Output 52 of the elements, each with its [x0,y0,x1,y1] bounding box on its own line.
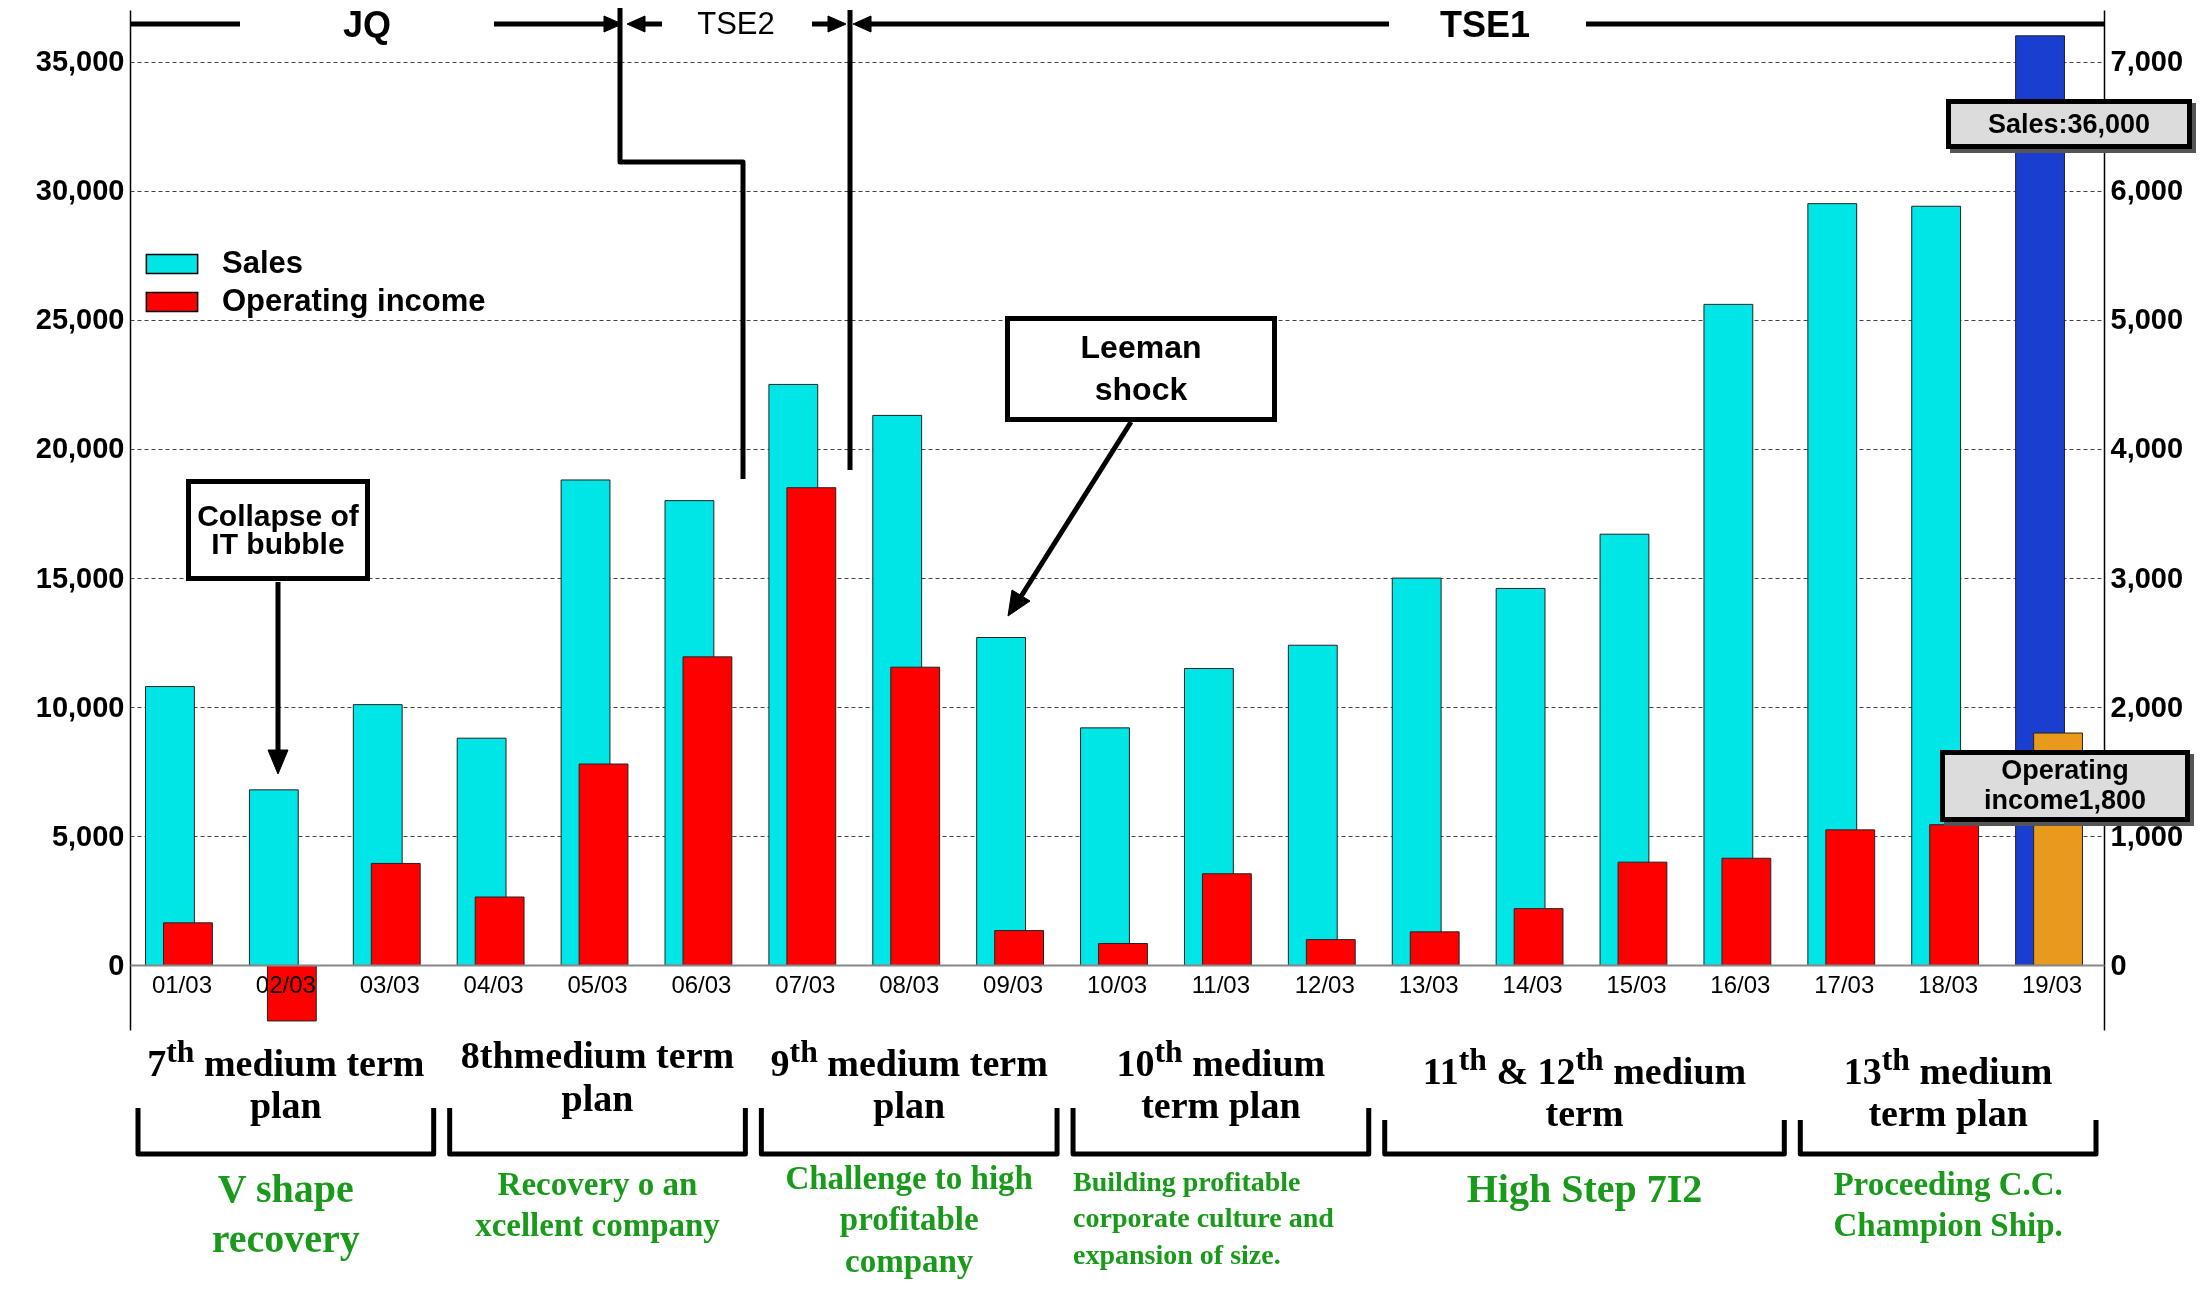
x-tick-label: 12/03 [1294,970,1355,998]
annotation: JQ [342,4,392,46]
x-tick-label: 14/03 [1502,970,1563,998]
x-tick-label: 19/03 [2022,970,2083,998]
y2-tick-label: 1,000 [2110,819,2184,852]
annotation: TSE2 [696,6,776,42]
text: Challenge to high profitable company [784,1159,1034,1281]
x-tick-label: 01/03 [151,970,212,998]
y-tick-label: 10,000 [35,690,125,723]
y2-tick-label: 2,000 [2110,690,2184,723]
text: Proceeding C.C. Champion Ship. [1832,1165,2064,1246]
x-tick-label: 08/03 [879,970,940,998]
x-tick-label: 09/03 [983,970,1044,998]
y-tick-label: 25,000 [35,303,125,336]
y2-tick-label: 5,000 [2110,303,2184,336]
x-tick-label: 07/03 [775,970,836,998]
y-tick-label: 0 [108,948,125,981]
x-tick-label: 15/03 [1606,970,1667,998]
y-tick-label: 15,000 [35,561,125,594]
y-tick-label: 20,000 [35,432,125,465]
x-tick-label: 10/03 [1086,970,1148,998]
y2-tick-label: 3,000 [2110,561,2184,594]
x-tick-label: 13/03 [1398,970,1459,998]
text: 11$^{th}$ & 12$^{th}$ medium term [1421,1042,1748,1135]
x-tick-label: 06/03 [671,970,732,998]
legend-label: Operating income [222,283,486,318]
legend-label: Sales [222,245,304,280]
x-tick-label: 17/03 [1814,970,1875,998]
y2-tick-label: 7,000 [2110,45,2184,78]
annotation: Operating income1,800 [1983,755,2147,815]
y2-tick-label: 0 [2110,948,2127,981]
text: 13$^{th}$ medium term plan [1842,1042,2054,1135]
x-tick-label: 03/03 [359,970,420,998]
text: 8thmedium term plan [459,1034,736,1120]
text: Building profitable corporate culture and expansion of size. [1073,1165,1335,1272]
y-tick-label: 30,000 [35,174,125,207]
annotation: TSE1 [1438,4,1531,46]
y2-tick-label: 4,000 [2110,432,2184,465]
text: 9$^{th}$ medium term plan [769,1034,1049,1127]
text: 7$^{th}$ medium term plan [146,1034,426,1127]
text: V shape recovery [210,1165,361,1263]
x-tick-label: 16/03 [1710,970,1771,998]
text: High Step 7I2 [1465,1165,1704,1213]
y-tick-label: 5,000 [51,819,125,852]
x-tick-label: 11/03 [1191,970,1251,998]
x-tick-label: 04/03 [463,970,524,998]
text: Recovery o an xcellent company [474,1165,721,1246]
y2-tick-label: 6,000 [2110,174,2184,207]
y-tick-label: 35,000 [35,45,125,78]
x-tick-label: 18/03 [1918,970,1979,998]
text: 10$^{th}$ medium term plan [1115,1034,1327,1127]
x-tick-label: 05/03 [567,970,628,998]
